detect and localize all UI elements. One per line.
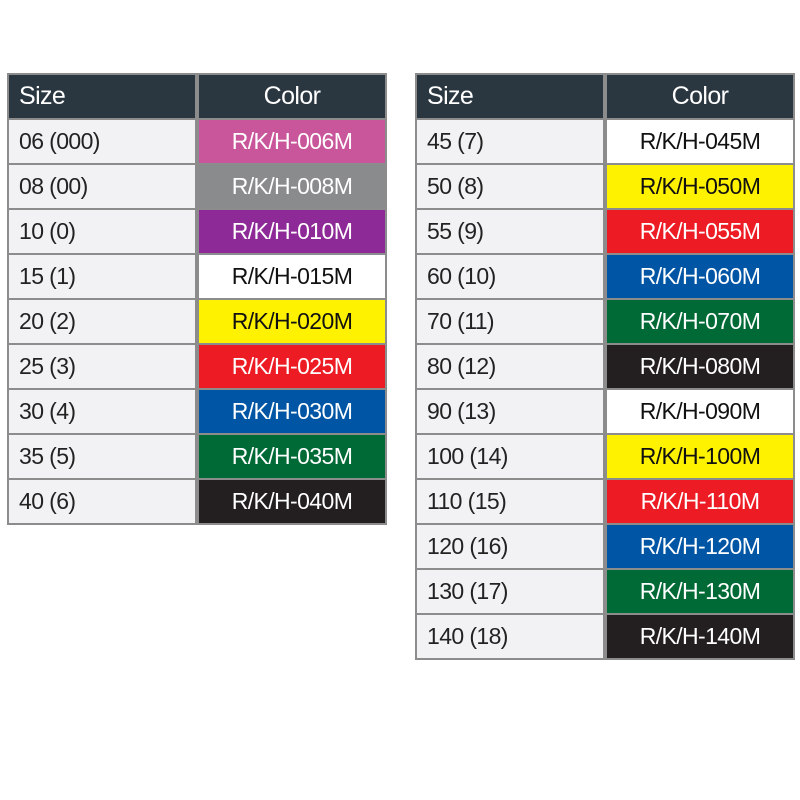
- color-code-cell: R/K/H-008M: [199, 165, 385, 208]
- size-cell: 70 (11): [417, 300, 603, 343]
- size-cell: 30 (4): [9, 390, 195, 433]
- color-code-cell: R/K/H-130M: [607, 570, 793, 613]
- size-cell: 45 (7): [417, 120, 603, 163]
- size-cell: 08 (00): [9, 165, 195, 208]
- header-color: Color: [607, 75, 793, 118]
- color-code-cell: R/K/H-080M: [607, 345, 793, 388]
- size-color-table-left: Size Color 06 (000) R/K/H-006M 08 (00) R/K/…: [7, 73, 387, 525]
- size-cell: 110 (15): [417, 480, 603, 523]
- size-cell: 80 (12): [417, 345, 603, 388]
- color-code-cell: R/K/H-006M: [199, 120, 385, 163]
- size-cell: 40 (6): [9, 480, 195, 523]
- size-cell: 50 (8): [417, 165, 603, 208]
- size-cell: 20 (2): [9, 300, 195, 343]
- color-code-cell: R/K/H-040M: [199, 480, 385, 523]
- color-code-cell: R/K/H-090M: [607, 390, 793, 433]
- color-code-cell: R/K/H-070M: [607, 300, 793, 343]
- size-cell: 10 (0): [9, 210, 195, 253]
- size-cell: 25 (3): [9, 345, 195, 388]
- header-color: Color: [199, 75, 385, 118]
- color-code-cell: R/K/H-110M: [607, 480, 793, 523]
- size-color-table-right: Size Color 45 (7) R/K/H-045M 50 (8) R/K/H-0…: [415, 73, 795, 660]
- size-cell: 100 (14): [417, 435, 603, 478]
- size-cell: 140 (18): [417, 615, 603, 658]
- size-cell: 120 (16): [417, 525, 603, 568]
- size-cell: 60 (10): [417, 255, 603, 298]
- color-code-cell: R/K/H-010M: [199, 210, 385, 253]
- color-code-cell: R/K/H-015M: [199, 255, 385, 298]
- color-code-cell: R/K/H-140M: [607, 615, 793, 658]
- color-code-cell: R/K/H-100M: [607, 435, 793, 478]
- color-code-cell: R/K/H-060M: [607, 255, 793, 298]
- size-cell: 06 (000): [9, 120, 195, 163]
- color-code-cell: R/K/H-045M: [607, 120, 793, 163]
- size-cell: 55 (9): [417, 210, 603, 253]
- color-code-cell: R/K/H-030M: [199, 390, 385, 433]
- header-size: Size: [417, 75, 603, 118]
- size-cell: 15 (1): [9, 255, 195, 298]
- color-code-cell: R/K/H-050M: [607, 165, 793, 208]
- size-cell: 130 (17): [417, 570, 603, 613]
- color-code-cell: R/K/H-055M: [607, 210, 793, 253]
- color-code-cell: R/K/H-025M: [199, 345, 385, 388]
- color-code-cell: R/K/H-120M: [607, 525, 793, 568]
- color-code-cell: R/K/H-035M: [199, 435, 385, 478]
- header-size: Size: [9, 75, 195, 118]
- size-cell: 35 (5): [9, 435, 195, 478]
- color-code-cell: R/K/H-020M: [199, 300, 385, 343]
- size-cell: 90 (13): [417, 390, 603, 433]
